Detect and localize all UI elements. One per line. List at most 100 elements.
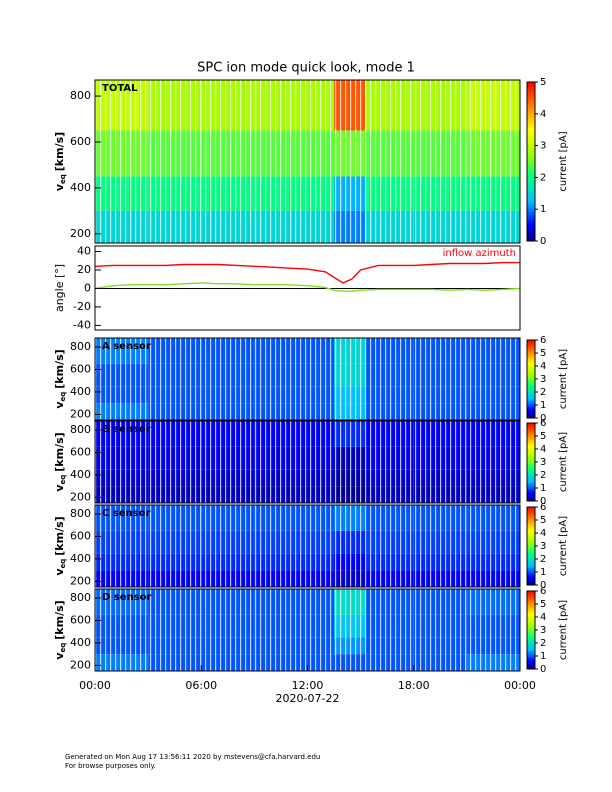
chart-title: SPC ion mode quick look, mode 1 bbox=[197, 61, 415, 76]
colorbar bbox=[526, 506, 536, 586]
y-tick-label: 600 bbox=[70, 529, 91, 542]
y-axis-label: veq [km/s] bbox=[53, 516, 67, 575]
y-axis-label: angle [°] bbox=[53, 264, 66, 312]
colorbar bbox=[526, 339, 536, 419]
colorbar bbox=[526, 81, 536, 242]
stripes bbox=[95, 421, 520, 503]
colorbar-tick-label: 0 bbox=[540, 496, 546, 507]
y-axis-label: veq [km/s] bbox=[53, 132, 67, 191]
panel-label: A sensor bbox=[102, 341, 151, 352]
y-tick-label: 800 bbox=[70, 507, 91, 520]
y-tick-label: 200 bbox=[70, 227, 91, 240]
y-tick-label: 20 bbox=[77, 263, 91, 276]
colorbar-tick-label: 3 bbox=[540, 541, 546, 552]
colorbar-tick-label: 4 bbox=[540, 361, 546, 372]
x-tick-label: 00:00 bbox=[504, 679, 536, 692]
colorbar-tick-label: 2 bbox=[540, 554, 546, 565]
panel-label: B sensor bbox=[102, 424, 151, 435]
colorbar-tick-label: 1 bbox=[540, 567, 546, 578]
colorbar-label: current [pA] bbox=[558, 131, 569, 191]
y-label-unit: [km/s] bbox=[53, 600, 66, 639]
colorbar-tick-label: 2 bbox=[540, 387, 546, 398]
x-tick-label: 06:00 bbox=[185, 679, 217, 692]
y-tick-label: 600 bbox=[70, 613, 91, 626]
colorbar bbox=[526, 422, 536, 502]
x-tick-label: 12:00 bbox=[292, 679, 324, 692]
colorbar-tick-label: 4 bbox=[540, 528, 546, 539]
footer-line: Generated on Mon Aug 17 13:56:11 2020 by… bbox=[65, 753, 320, 761]
y-tick-label: 200 bbox=[70, 490, 91, 503]
legend-label: inflow azimuth bbox=[443, 248, 516, 259]
colorbar-tick-label: 5 bbox=[540, 515, 546, 526]
y-label-unit: [km/s] bbox=[53, 132, 66, 171]
stripes bbox=[95, 80, 520, 243]
colorbar-tick-label: 5 bbox=[540, 77, 546, 88]
y-label-unit: [km/s] bbox=[53, 349, 66, 388]
y-tick-label: 40 bbox=[77, 245, 91, 258]
y-label-main: v bbox=[53, 484, 66, 492]
y-label-sub: eq bbox=[59, 475, 67, 485]
y-tick-label: 200 bbox=[70, 658, 91, 671]
colorbar-tick-label: 5 bbox=[540, 348, 546, 359]
colorbar-tick-label: 1 bbox=[540, 400, 546, 411]
colorbar-tick-label: 2 bbox=[540, 172, 546, 183]
colorbar-tick-label: 1 bbox=[540, 204, 546, 215]
colorbar-tick-label: 3 bbox=[540, 374, 546, 385]
y-tick-label: 600 bbox=[70, 362, 91, 375]
colorbar-tick-label: 4 bbox=[540, 612, 546, 623]
colorbar-tick-label: 6 bbox=[540, 502, 546, 513]
colorbar-tick-label: 1 bbox=[540, 651, 546, 662]
y-label-unit: [km/s] bbox=[53, 432, 66, 471]
y-tick-label: 0 bbox=[84, 281, 91, 294]
y-tick-label: 200 bbox=[70, 574, 91, 587]
colorbar-tick-label: 1 bbox=[540, 483, 546, 494]
plot-frame bbox=[94, 337, 521, 421]
y-tick-label: 600 bbox=[70, 135, 91, 148]
colorbar-label: current [pA] bbox=[558, 600, 569, 660]
plot-frame bbox=[94, 79, 521, 244]
colorbar-tick-label: 3 bbox=[540, 457, 546, 468]
stripes bbox=[95, 505, 520, 587]
colorbar-label: current [pA] bbox=[558, 349, 569, 409]
colorbar-tick-label: 6 bbox=[540, 586, 546, 597]
colorbar-label: current [pA] bbox=[558, 432, 569, 492]
y-label-main: v bbox=[53, 401, 66, 409]
series-line bbox=[94, 261, 520, 284]
y-tick-label: 600 bbox=[70, 445, 91, 458]
colorbar-tick-label: 0 bbox=[540, 580, 546, 591]
colorbar-tick-label: 0 bbox=[540, 236, 546, 247]
x-axis-label: 2020-07-22 bbox=[276, 692, 340, 705]
colorbar-tick-label: 5 bbox=[540, 599, 546, 610]
panel-label: D sensor bbox=[102, 592, 151, 603]
colorbar-tick-label: 0 bbox=[540, 664, 546, 675]
y-label-sub: eq bbox=[59, 174, 67, 184]
series-line bbox=[94, 282, 521, 292]
colorbar-tick-label: 3 bbox=[540, 625, 546, 636]
colorbar-tick-label: 4 bbox=[540, 109, 546, 120]
y-tick-label: 400 bbox=[70, 552, 91, 565]
y-tick-label: 200 bbox=[70, 407, 91, 420]
y-tick-label: 400 bbox=[70, 385, 91, 398]
colorbar-tick-label: 0 bbox=[540, 413, 546, 424]
colorbar-label: current [pA] bbox=[558, 516, 569, 576]
plot-frame bbox=[94, 420, 521, 504]
y-tick-label: 800 bbox=[70, 89, 91, 102]
colorbar-tick-label: 4 bbox=[540, 444, 546, 455]
colorbar-tick-label: 5 bbox=[540, 431, 546, 442]
y-tick-label: -40 bbox=[73, 318, 91, 331]
y-tick-label: 400 bbox=[70, 468, 91, 481]
y-label-main: v bbox=[53, 568, 66, 576]
x-tick-label: 00:00 bbox=[79, 679, 111, 692]
y-tick-label: 400 bbox=[70, 181, 91, 194]
y-tick-label: 800 bbox=[70, 591, 91, 604]
colorbar-tick-label: 3 bbox=[540, 141, 546, 152]
y-axis-label: veq [km/s] bbox=[53, 600, 67, 659]
colorbar-tick-label: 6 bbox=[540, 335, 546, 346]
plot-frame bbox=[94, 504, 521, 588]
y-tick-label: 800 bbox=[70, 340, 91, 353]
panel-label: TOTAL bbox=[102, 83, 138, 94]
colorbar bbox=[526, 590, 536, 670]
colorbar-tick-label: 2 bbox=[540, 470, 546, 481]
y-tick-label: -20 bbox=[73, 300, 91, 313]
y-label-main: v bbox=[53, 652, 66, 660]
